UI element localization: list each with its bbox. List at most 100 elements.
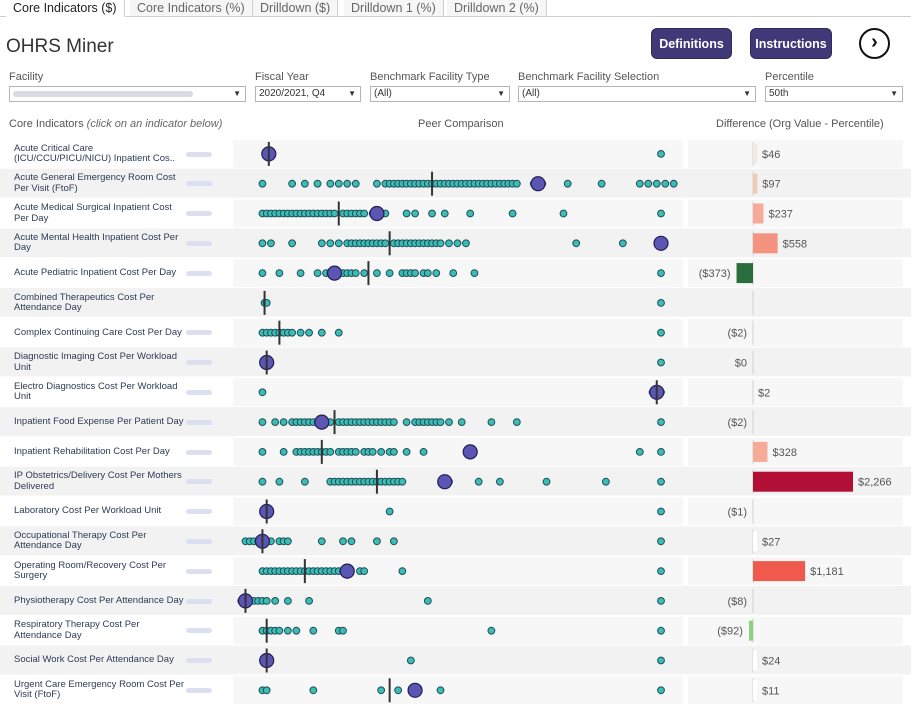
indicator-link[interactable]: Urgent Care Emergency Room Cost Per Visi… (14, 675, 184, 705)
indicator-link[interactable]: Inpatient Rehabilitation Cost Per Day (14, 437, 184, 467)
peer-dot[interactable] (360, 209, 369, 218)
peer-dot[interactable] (657, 358, 665, 367)
peer-dot[interactable] (351, 269, 360, 278)
benchmark-selection-select[interactable]: (All) ▼ (518, 86, 756, 102)
peer-dot[interactable] (373, 269, 381, 278)
peer-dot[interactable] (330, 209, 339, 218)
difference-bar[interactable] (753, 441, 768, 462)
org-dot[interactable] (314, 414, 330, 430)
peer-dot[interactable] (258, 179, 267, 188)
peer-dot[interactable] (394, 686, 403, 695)
peer-dot[interactable] (635, 448, 644, 456)
peer-dot[interactable] (657, 686, 665, 695)
peer-dot[interactable] (398, 477, 407, 486)
peer-dot[interactable] (334, 239, 343, 248)
peer-dot[interactable] (411, 209, 419, 218)
peer-dot[interactable] (347, 537, 356, 546)
peer-dot[interactable] (309, 686, 318, 695)
peer-dot[interactable] (657, 626, 665, 635)
instructions-button[interactable]: Instructions (750, 28, 832, 59)
peer-dot[interactable] (305, 597, 313, 605)
tab-drilldown[interactable]: Drilldown ($) (253, 0, 339, 17)
peer-dot[interactable] (657, 448, 665, 456)
definitions-button[interactable]: Definitions (651, 28, 732, 59)
peer-dot[interactable] (559, 209, 568, 218)
peer-dot[interactable] (419, 448, 428, 456)
peer-dot[interactable] (563, 179, 572, 188)
peer-dot[interactable] (657, 328, 665, 337)
peer-dot[interactable] (618, 239, 627, 248)
indicator-link[interactable]: IP Obstetrics/Delivery Cost Per Mothers … (14, 467, 184, 497)
percentile-select[interactable]: 50th ▼ (765, 86, 903, 102)
peer-dot[interactable] (635, 179, 644, 188)
difference-bar[interactable] (736, 263, 753, 284)
difference-bar[interactable] (753, 650, 757, 671)
peer-dot[interactable] (508, 209, 517, 218)
peer-dot[interactable] (275, 477, 284, 486)
org-dot[interactable] (407, 682, 423, 698)
fiscal-year-select[interactable]: 2020/2021, Q4 ▼ (255, 86, 361, 102)
peer-dot[interactable] (373, 179, 381, 188)
org-dot[interactable] (462, 444, 478, 460)
peer-dot[interactable] (398, 567, 407, 575)
peer-dot[interactable] (292, 626, 301, 635)
difference-bar[interactable] (753, 173, 758, 194)
peer-dot[interactable] (445, 418, 453, 427)
peer-dot[interactable] (512, 418, 521, 427)
org-dot[interactable] (530, 176, 546, 192)
difference-bar[interactable] (753, 680, 757, 701)
peer-dot[interactable] (288, 239, 297, 248)
peer-dot[interactable] (428, 209, 436, 218)
difference-bar[interactable] (753, 143, 757, 164)
peer-dot[interactable] (309, 626, 318, 635)
indicator-link[interactable]: Acute Mental Health Inpatient Cost Per D… (14, 228, 184, 258)
indicator-link[interactable]: Social Work Cost Per Attendance Day (14, 646, 184, 676)
peer-dot[interactable] (262, 686, 271, 695)
peer-dot[interactable] (343, 179, 352, 188)
peer-dot[interactable] (360, 567, 369, 575)
peer-dot[interactable] (326, 239, 335, 248)
peer-dot[interactable] (657, 507, 665, 516)
peer-dot[interactable] (657, 209, 665, 218)
peer-dot[interactable] (258, 477, 267, 486)
peer-dot[interactable] (313, 269, 322, 278)
peer-dot[interactable] (474, 477, 483, 486)
peer-dot[interactable] (597, 179, 606, 188)
peer-dot[interactable] (300, 477, 309, 486)
peer-dot[interactable] (436, 686, 445, 695)
tab-drilldown-1[interactable]: Drilldown 1 (%) (344, 0, 444, 17)
peer-dot[interactable] (402, 418, 411, 427)
difference-bar[interactable] (753, 561, 806, 582)
tab-core-indicators[interactable]: Core Indicators (%) (130, 0, 253, 17)
peer-dot[interactable] (317, 537, 326, 546)
peer-dot[interactable] (402, 448, 411, 456)
peer-dot[interactable] (296, 269, 305, 278)
peer-dot[interactable] (360, 269, 369, 278)
peer-dot[interactable] (377, 448, 386, 456)
peer-dot[interactable] (657, 567, 665, 575)
peer-dot[interactable] (445, 239, 453, 248)
peer-dot[interactable] (657, 537, 665, 546)
peer-dot[interactable] (296, 328, 305, 337)
peer-dot[interactable] (300, 179, 309, 188)
peer-dot[interactable] (432, 269, 441, 278)
peer-dot[interactable] (657, 656, 665, 665)
peer-dot[interactable] (339, 626, 347, 635)
peer-dot[interactable] (381, 239, 390, 248)
peer-dot[interactable] (267, 239, 275, 248)
peer-dot[interactable] (271, 597, 280, 605)
indicator-link[interactable]: Acute Critical Care (ICU/CCU/PICU/NICU) … (14, 139, 184, 169)
peer-dot[interactable] (657, 299, 665, 307)
indicator-link[interactable]: Electro Diagnostics Cost Per Workload Un… (14, 377, 184, 407)
org-dot[interactable] (437, 474, 453, 490)
peer-dot[interactable] (351, 179, 360, 188)
difference-bar[interactable] (753, 233, 778, 254)
peer-dot[interactable] (661, 179, 670, 188)
peer-dot[interactable] (657, 477, 665, 486)
peer-dot[interactable] (457, 418, 466, 427)
peer-dot[interactable] (279, 418, 288, 427)
difference-bar[interactable] (753, 471, 853, 492)
peer-dot[interactable] (317, 239, 326, 248)
peer-dot[interactable] (512, 179, 521, 188)
org-dot[interactable] (369, 205, 385, 222)
